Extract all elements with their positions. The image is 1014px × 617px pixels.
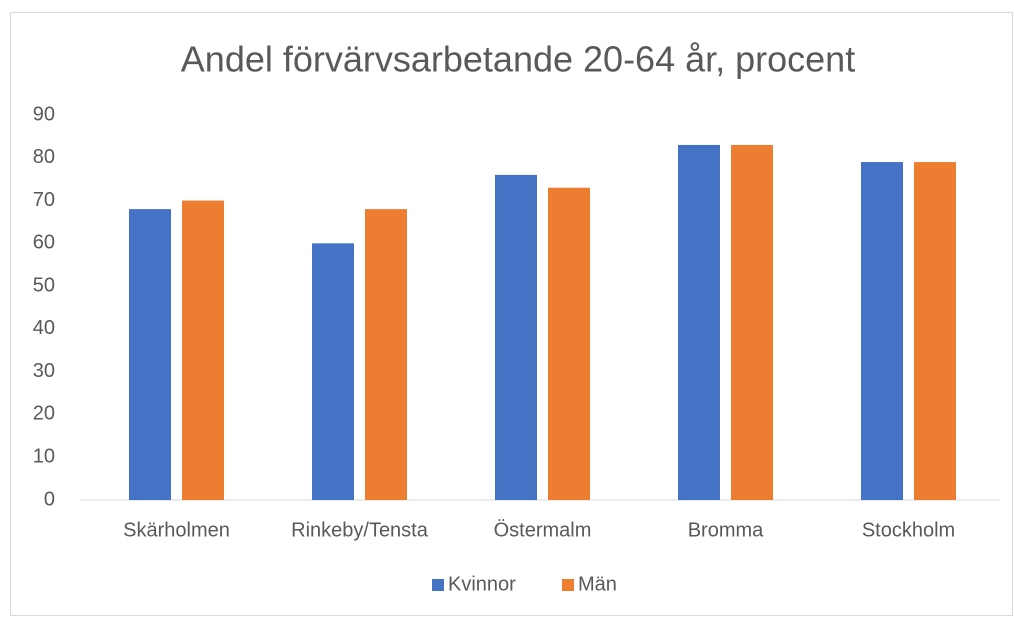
bar — [678, 144, 720, 500]
x-tick-label: Östermalm — [494, 519, 592, 541]
bar — [182, 200, 224, 501]
legend-label: Män — [578, 573, 617, 595]
legend-swatch — [562, 579, 574, 591]
bar — [548, 187, 590, 500]
y-tick-label: 70 — [33, 189, 55, 211]
chart-title: Andel förvärvsarbetande 20-64 år, procen… — [181, 39, 855, 80]
x-tick-label: Bromma — [688, 519, 764, 541]
y-tick-label: 40 — [33, 317, 55, 339]
y-tick-label: 80 — [33, 146, 55, 168]
y-tick-label: 90 — [33, 103, 55, 125]
bar — [731, 144, 773, 500]
y-tick-label: 10 — [33, 446, 55, 468]
x-tick-label: Stockholm — [862, 519, 955, 541]
legend-swatch — [432, 579, 444, 591]
x-tick-label: Rinkeby/Tensta — [291, 519, 429, 541]
bar — [914, 162, 956, 501]
bar — [495, 174, 537, 500]
bar — [861, 162, 903, 501]
x-tick-label: Skärholmen — [123, 519, 230, 541]
y-tick-label: 60 — [33, 232, 55, 254]
bar — [365, 209, 407, 500]
y-tick-label: 0 — [44, 488, 55, 510]
y-tick-label: 50 — [33, 274, 55, 296]
bar — [312, 243, 354, 501]
bar — [129, 209, 171, 500]
y-tick-label: 30 — [33, 360, 55, 382]
legend-label: Kvinnor — [448, 573, 516, 595]
y-tick-label: 20 — [33, 403, 55, 425]
